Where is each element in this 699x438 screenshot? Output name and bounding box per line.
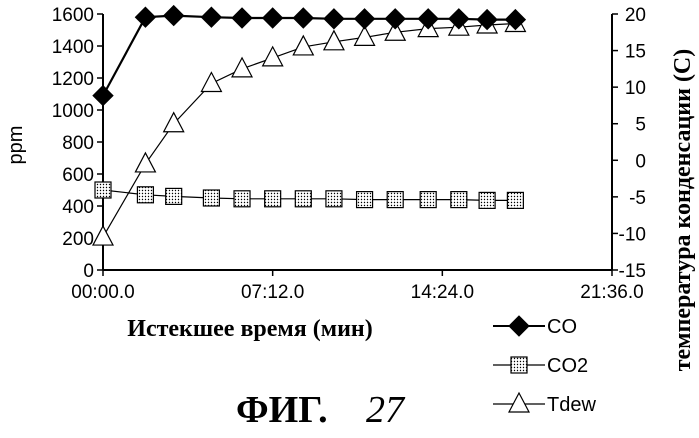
data-point-co2 xyxy=(420,192,436,208)
figure-caption: ФИГ. 27 xyxy=(236,389,406,431)
legend-marker xyxy=(509,316,529,336)
y-tick-label: 0 xyxy=(83,261,94,282)
data-point-co2 xyxy=(137,187,153,203)
y-axis-title: ppm xyxy=(5,126,27,165)
data-point-co xyxy=(385,9,405,29)
data-point-co xyxy=(93,86,113,106)
series-co2 xyxy=(95,182,523,208)
series-layer xyxy=(93,6,525,245)
legend: CO CO2 Tdew xyxy=(493,316,596,416)
legend-label: CO xyxy=(547,316,577,338)
data-point-tdew xyxy=(135,153,155,172)
data-point-co xyxy=(201,7,221,27)
x-tick-label: 14:24.0 xyxy=(411,282,474,303)
x-axis-title: Истекшее время (мин) xyxy=(127,316,372,342)
series-co xyxy=(93,6,525,106)
data-point-co2 xyxy=(326,191,342,207)
y-tick-label: 1200 xyxy=(52,69,94,90)
y-tick-label: 1600 xyxy=(52,5,94,26)
data-point-co2 xyxy=(451,192,467,208)
legend-entry-co: CO xyxy=(493,316,577,338)
data-point-co2 xyxy=(507,192,523,208)
legend-marker xyxy=(511,357,527,373)
data-point-co2 xyxy=(166,188,182,204)
data-point-co2 xyxy=(357,192,373,208)
y-tick-label: 200 xyxy=(62,229,94,250)
data-point-co xyxy=(293,8,313,28)
x-tick-label: 07:12.0 xyxy=(241,282,304,303)
y2-tick-label: 10 xyxy=(625,78,646,99)
figure-caption-number: 27 xyxy=(366,389,406,431)
data-point-co xyxy=(135,7,155,27)
legend-entry-tdew: Tdew xyxy=(493,393,596,416)
ticks: 0 200 400 600 800 1000 1200 1400 1600 -15 -10 -5 0 5 1… xyxy=(52,5,646,303)
y2-tick-label: -15 xyxy=(619,261,646,282)
x-tick-label: 00:00.0 xyxy=(71,282,134,303)
y-tick-label: 400 xyxy=(62,197,94,218)
y2-tick-label: -5 xyxy=(629,188,646,209)
data-point-tdew xyxy=(232,58,252,77)
y2-tick-label: 5 xyxy=(635,115,646,136)
y2-tick-label: 0 xyxy=(635,151,646,172)
data-point-co xyxy=(263,8,283,28)
data-point-co2 xyxy=(265,191,281,207)
y-tick-label: 1400 xyxy=(52,37,94,58)
y-tick-label: 800 xyxy=(62,133,94,154)
data-point-co xyxy=(232,8,252,28)
data-point-tdew xyxy=(93,226,113,245)
x-tick-label: 21:36.0 xyxy=(580,282,643,303)
data-point-co2 xyxy=(95,182,111,198)
y2-tick-label: 15 xyxy=(625,42,646,63)
data-point-tdew xyxy=(201,72,221,91)
data-point-tdew xyxy=(263,47,283,66)
data-point-co xyxy=(164,6,184,26)
y2-axis-title: температура конденсации (C) xyxy=(670,49,696,372)
y-tick-label: 600 xyxy=(62,165,94,186)
legend-marker xyxy=(509,393,529,412)
data-point-co2 xyxy=(203,190,219,206)
data-point-co2 xyxy=(387,192,403,208)
y2-tick-label: -10 xyxy=(619,224,646,245)
data-point-co2 xyxy=(479,192,495,208)
data-point-co2 xyxy=(295,191,311,207)
legend-entry-co2: CO2 xyxy=(493,355,588,377)
legend-label: CO2 xyxy=(547,355,588,377)
legend-label: Tdew xyxy=(547,394,596,416)
data-point-co xyxy=(449,9,469,29)
data-point-co xyxy=(418,9,438,29)
data-point-co xyxy=(324,9,344,29)
data-point-co2 xyxy=(234,191,250,207)
y-tick-label: 1000 xyxy=(52,101,94,122)
y2-tick-label: 20 xyxy=(625,5,646,26)
series-tdew xyxy=(93,13,525,246)
figure-caption-prefix: ФИГ. xyxy=(236,389,328,431)
data-point-co xyxy=(355,9,375,29)
axes xyxy=(103,14,612,270)
